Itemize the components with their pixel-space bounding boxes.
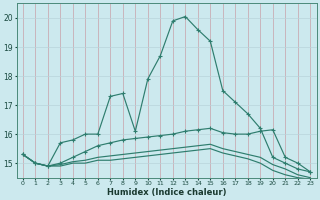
X-axis label: Humidex (Indice chaleur): Humidex (Indice chaleur) — [107, 188, 226, 197]
